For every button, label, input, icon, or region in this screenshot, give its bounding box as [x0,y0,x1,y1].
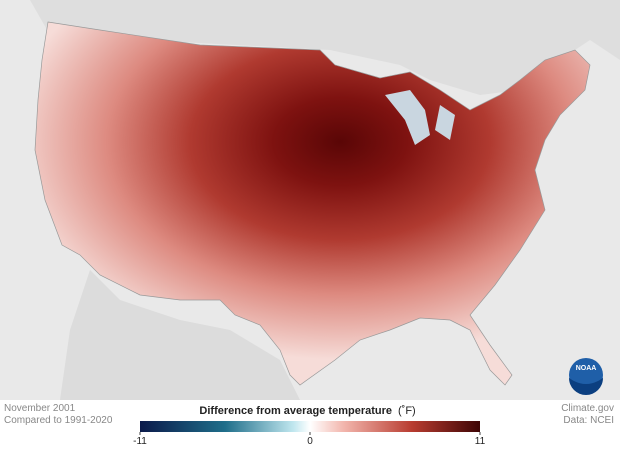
colorbar-tick-label: -11 [133,436,147,447]
colorbar [140,421,480,432]
credit-label: Climate.gov [561,403,614,414]
colorbar-ticks: -11 0 11 [133,432,486,447]
mexico [60,270,300,400]
canada [30,0,620,95]
colorbar-tick-label: 11 [475,436,486,447]
legend-title: Difference from average temperature [199,405,392,417]
baseline-label: Compared to 1991-2020 [4,415,113,426]
date-label: November 2001 [4,403,76,414]
source-label: Data: NCEI [563,415,614,426]
legend-unit: (˚F) [398,405,416,417]
noaa-logo-text: NOAA [576,365,597,372]
colorbar-tick-label: 0 [307,436,313,447]
noaa-logo-wave [569,378,603,395]
great-lakes [385,90,455,145]
